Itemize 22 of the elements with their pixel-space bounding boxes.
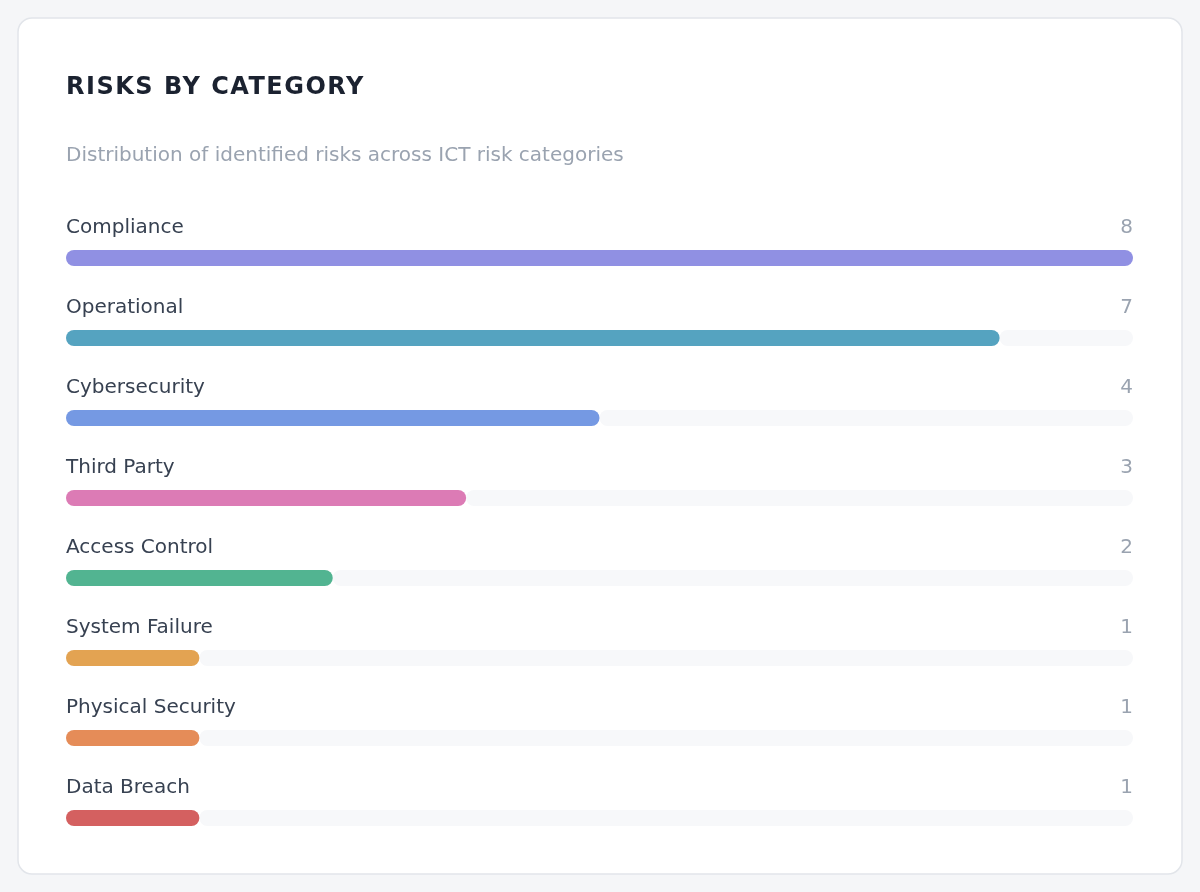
y-tick-label: Operational <box>66 294 184 318</box>
data-label: 3 <box>1120 454 1133 478</box>
y-tick-label: Compliance <box>66 214 184 238</box>
bar <box>66 250 1133 266</box>
y-tick-label: Cybersecurity <box>66 374 206 398</box>
chart-title: RISKS BY CATEGORY <box>66 72 365 101</box>
data-label: 7 <box>1120 294 1133 318</box>
bar <box>66 730 200 746</box>
data-label: 4 <box>1120 374 1133 398</box>
y-tick-label: Data Breach <box>66 774 190 798</box>
y-tick-label: System Failure <box>66 614 213 638</box>
y-tick-label: Third Party <box>65 454 175 478</box>
y-tick-label: Access Control <box>66 534 214 558</box>
bar <box>66 810 200 826</box>
data-label: 8 <box>1120 214 1133 238</box>
data-label: 1 <box>1120 694 1133 718</box>
data-label: 2 <box>1120 534 1133 558</box>
chart-subtitle: Distribution of identified risks across ICT risk categories <box>66 142 624 166</box>
data-label: 1 <box>1120 774 1133 798</box>
bar <box>66 650 200 666</box>
y-tick-label: Physical Security <box>66 694 237 718</box>
data-label: 1 <box>1120 614 1133 638</box>
